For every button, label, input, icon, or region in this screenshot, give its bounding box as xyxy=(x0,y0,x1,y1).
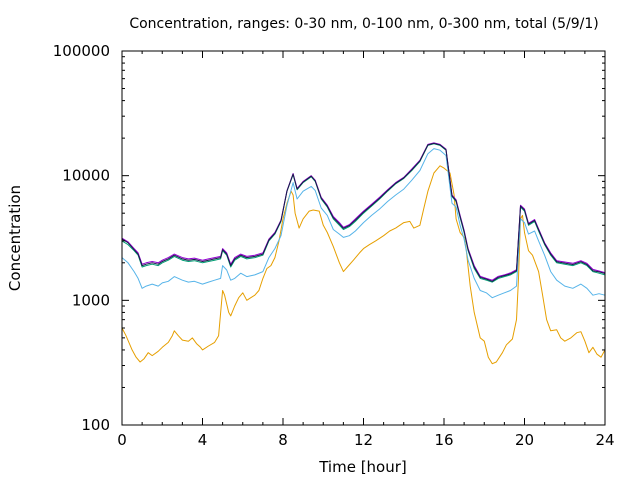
y-tick-label: 1000 xyxy=(72,291,110,309)
chart-title: Concentration, ranges: 0-30 nm, 0-100 nm… xyxy=(129,16,598,32)
x-axis-label: Time [hour] xyxy=(318,458,407,476)
series-line-4 xyxy=(121,142,606,281)
x-tick-label: 0 xyxy=(117,431,127,449)
x-tick-label: 12 xyxy=(354,431,373,449)
series-line-3 xyxy=(121,143,606,283)
tick-layer: 0 4 8 12 16 20 24 100 1000 10000 100000 xyxy=(53,42,615,449)
y-axis-label: Concentration xyxy=(6,185,24,291)
plot-frame xyxy=(121,50,606,426)
y-tick-label: 100 xyxy=(81,416,110,434)
x-tick-label: 24 xyxy=(595,431,614,449)
series-line-2 xyxy=(121,148,606,299)
series-line-5 xyxy=(121,142,606,282)
x-tick-label: 20 xyxy=(515,431,534,449)
x-tick-label: 8 xyxy=(278,431,288,449)
x-tick-label: 4 xyxy=(198,431,208,449)
x-tick-label: 16 xyxy=(434,431,453,449)
series-line-1 xyxy=(121,165,606,365)
y-tick-label: 10000 xyxy=(62,167,110,185)
series-layer xyxy=(121,142,606,365)
y-tick-label: 100000 xyxy=(53,42,110,60)
